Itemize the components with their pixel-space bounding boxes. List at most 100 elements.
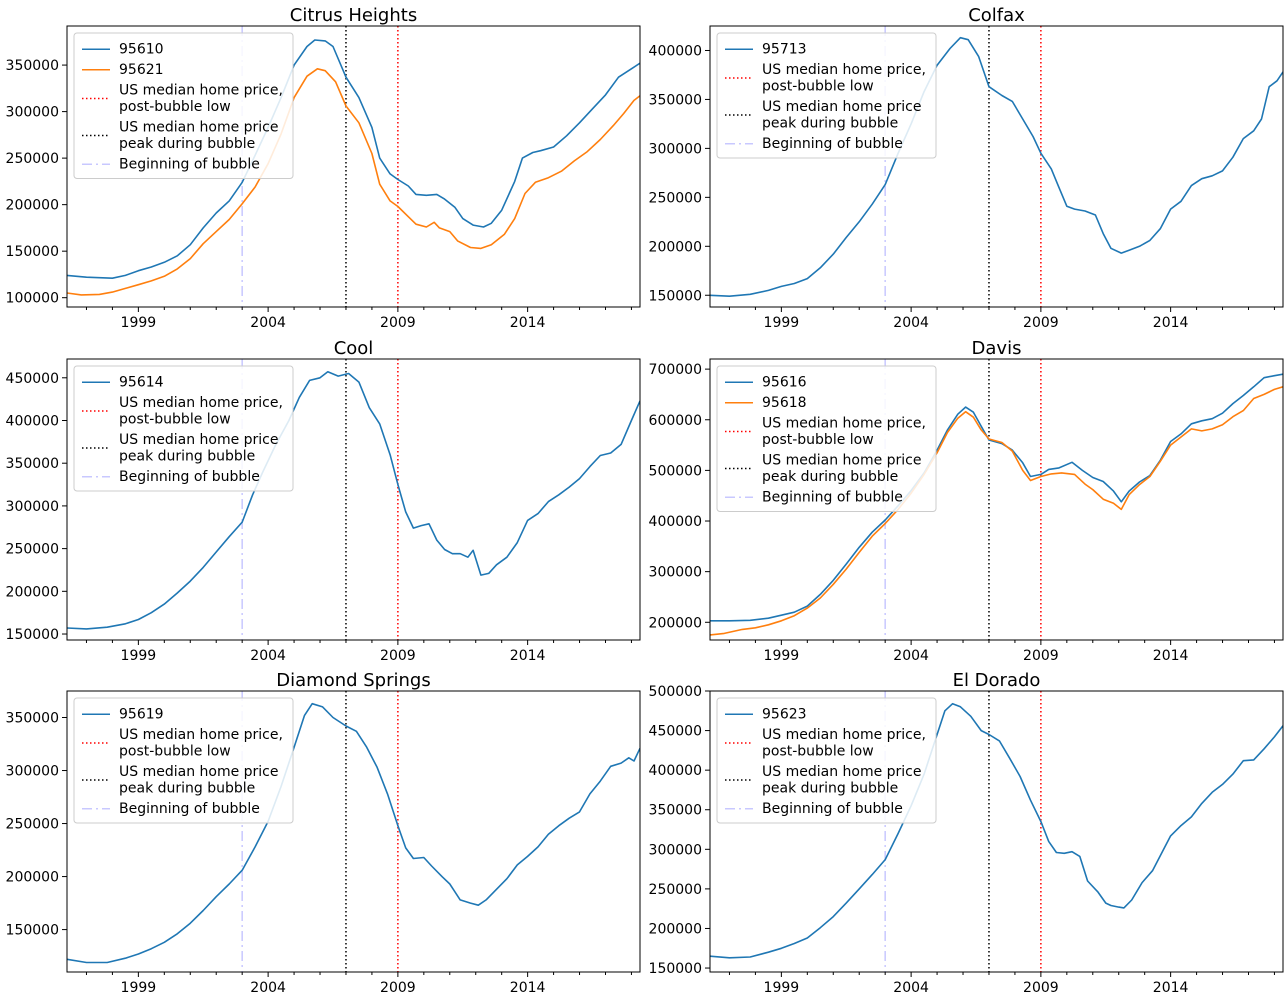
- series-line-95713: [710, 36, 1283, 297]
- y-tick-label: 200000: [6, 870, 59, 886]
- y-tick-label: 300000: [649, 141, 702, 157]
- y-tick-label: 700000: [649, 362, 702, 378]
- axes-frame: [709, 358, 1284, 641]
- x-tick-label: 2004: [893, 648, 929, 664]
- subplot-title: Diamond Springs: [276, 670, 430, 691]
- axes-frame: [709, 25, 1284, 308]
- y-tick-label: 200000: [649, 239, 702, 255]
- legend-reference-0-label: post-bubble low: [762, 432, 874, 448]
- y-tick-label: 400000: [649, 514, 702, 530]
- y-tick-label: 300000: [6, 105, 59, 121]
- y-tick-label: 100000: [6, 291, 59, 307]
- x-tick-label: 2014: [510, 648, 546, 664]
- x-tick-label: 2009: [380, 315, 416, 331]
- x-tick-label: 2009: [1023, 315, 1059, 331]
- legend: 95610 95621 US median home price,post-bubb…: [73, 32, 294, 179]
- y-tick-label: 300000: [649, 565, 702, 581]
- legend-reference-0-label: US median home price,: [119, 395, 283, 411]
- legend-reference-1-label: peak during bubble: [762, 116, 898, 132]
- legend-reference-0-label: US median home price,: [762, 416, 926, 432]
- y-tick-label: 200000: [649, 615, 702, 631]
- x-tick-label: 1999: [764, 648, 800, 664]
- y-tick-label: 400000: [649, 763, 702, 779]
- series-line-95621: [67, 68, 640, 296]
- series-line-95614: [67, 371, 640, 630]
- legend-reference-0-label: post-bubble low: [119, 412, 231, 428]
- legend-series-95713-label: 95713: [762, 42, 807, 58]
- legend-box: [73, 32, 294, 179]
- subplot-title: Davis: [972, 338, 1022, 359]
- y-tick-label: 300000: [6, 499, 59, 515]
- subplot-1: Colfax 150000 200000 250000 300000 350000 4000…: [649, 5, 1284, 331]
- legend-reference-1-label: US median home price: [119, 764, 279, 780]
- y-tick-label: 200000: [6, 198, 59, 214]
- legend: 95713 US median home price,post-bubble lo…: [716, 32, 937, 159]
- legend-reference-2-label: Beginning of bubble: [119, 801, 260, 817]
- legend-reference-0-label: US median home price,: [119, 83, 283, 99]
- y-tick-label: 300000: [6, 764, 59, 780]
- x-tick-label: 2004: [250, 648, 286, 664]
- legend-box: [73, 365, 294, 492]
- legend-reference-2-label: Beginning of bubble: [762, 490, 903, 506]
- legend: 95616 95618 US median home price,post-bubb…: [716, 365, 937, 512]
- legend-reference-0-label: post-bubble low: [762, 79, 874, 95]
- y-tick-label: 150000: [6, 244, 59, 260]
- y-tick-label: 600000: [649, 413, 702, 429]
- x-tick-label: 2009: [1023, 980, 1059, 996]
- y-tick-label: 450000: [649, 724, 702, 740]
- y-tick-label: 300000: [649, 842, 702, 858]
- legend-reference-0-label: US median home price,: [119, 727, 283, 743]
- x-tick-label: 1999: [121, 980, 157, 996]
- x-tick-label: 1999: [764, 980, 800, 996]
- y-tick-label: 150000: [6, 627, 59, 643]
- x-tick-label: 2009: [1023, 648, 1059, 664]
- subplot-4: Diamond Springs 150000 200000 250000 300000 3…: [6, 670, 641, 996]
- x-tick-label: 2004: [893, 980, 929, 996]
- y-tick-label: 250000: [649, 190, 702, 206]
- x-tick-label: 1999: [764, 315, 800, 331]
- series-line-95610: [67, 39, 640, 279]
- legend-reference-0-label: US median home price,: [762, 62, 926, 78]
- x-tick-label: 2004: [250, 315, 286, 331]
- legend-series-95610-label: 95610: [119, 42, 164, 58]
- legend-reference-1-label: US median home price: [762, 764, 922, 780]
- legend-reference-0-label: post-bubble low: [762, 744, 874, 760]
- y-tick-label: 350000: [6, 711, 59, 727]
- subplot-title: Citrus Heights: [290, 5, 417, 26]
- legend-reference-1-label: peak during bubble: [119, 781, 255, 797]
- y-tick-label: 350000: [649, 803, 702, 819]
- subplot-0: Citrus Heights 100000 150000 200000 250000 30…: [6, 5, 641, 331]
- x-tick-label: 2004: [893, 315, 929, 331]
- axes-frame: [66, 25, 641, 308]
- y-tick-label: 500000: [649, 684, 702, 700]
- legend-reference-0-label: post-bubble low: [119, 99, 231, 115]
- y-tick-label: 250000: [649, 882, 702, 898]
- y-tick-label: 400000: [6, 413, 59, 429]
- axes-frame: [709, 690, 1284, 973]
- legend-reference-2-label: Beginning of bubble: [762, 801, 903, 817]
- legend-reference-1-label: US median home price: [762, 453, 922, 469]
- y-tick-label: 200000: [649, 921, 702, 937]
- y-tick-label: 250000: [6, 151, 59, 167]
- legend-box: [716, 697, 937, 824]
- x-tick-label: 2014: [510, 980, 546, 996]
- legend: 95619 US median home price,post-bubble lo…: [73, 697, 294, 824]
- y-tick-label: 450000: [6, 371, 59, 387]
- x-tick-label: 2014: [1153, 648, 1189, 664]
- x-tick-label: 2014: [1153, 980, 1189, 996]
- y-tick-label: 150000: [6, 923, 59, 939]
- legend-reference-2-label: Beginning of bubble: [119, 157, 260, 173]
- y-tick-label: 250000: [6, 817, 59, 833]
- y-tick-label: 350000: [649, 92, 702, 108]
- x-tick-label: 2009: [380, 648, 416, 664]
- x-tick-label: 2009: [380, 980, 416, 996]
- subplot-title: Cool: [334, 338, 374, 359]
- legend-reference-1-label: peak during bubble: [119, 449, 255, 465]
- legend-box: [716, 365, 937, 512]
- legend-series-95621-label: 95621: [119, 62, 164, 78]
- axes-frame: [66, 690, 641, 973]
- y-tick-label: 200000: [6, 584, 59, 600]
- legend-series-95614-label: 95614: [119, 375, 164, 391]
- x-tick-label: 2014: [510, 315, 546, 331]
- y-tick-label: 150000: [649, 288, 702, 304]
